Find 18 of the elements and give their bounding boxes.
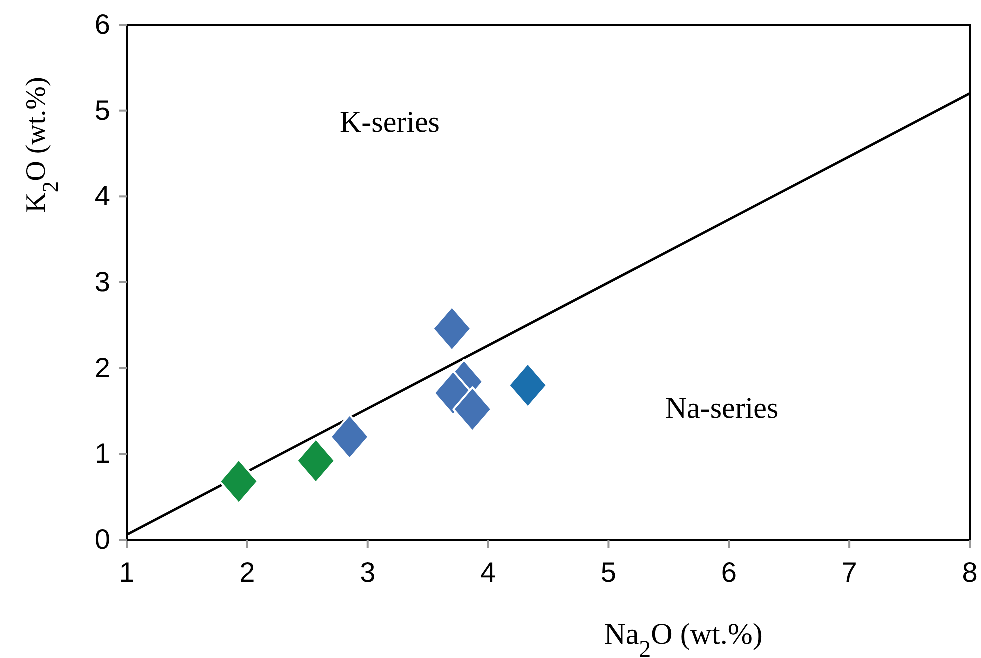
y-tick-label: 4 [94,180,110,212]
x-tick-label: 7 [842,556,858,588]
annotation: K-series [340,106,440,139]
y-tick-label: 1 [94,438,110,470]
y-tick-label: 6 [94,8,110,40]
annotation: Na-series [665,392,779,425]
x-axis-title: Na$_{2}$O (wt.%) [604,618,763,658]
y-tick-label: 3 [94,266,110,298]
x-tick-label: 3 [360,556,376,588]
x-tick-label: 5 [600,556,617,588]
x-tick-label: 8 [962,556,978,588]
x-tick-label: 4 [480,556,496,588]
y-tick-label: 5 [94,94,110,126]
x-tick-label: 6 [721,556,737,588]
y-tick-label: 0 [94,524,110,555]
x-tick-label: 2 [240,556,256,588]
x-tick-label: 1 [119,556,135,588]
y-tick-label: 2 [94,352,110,384]
